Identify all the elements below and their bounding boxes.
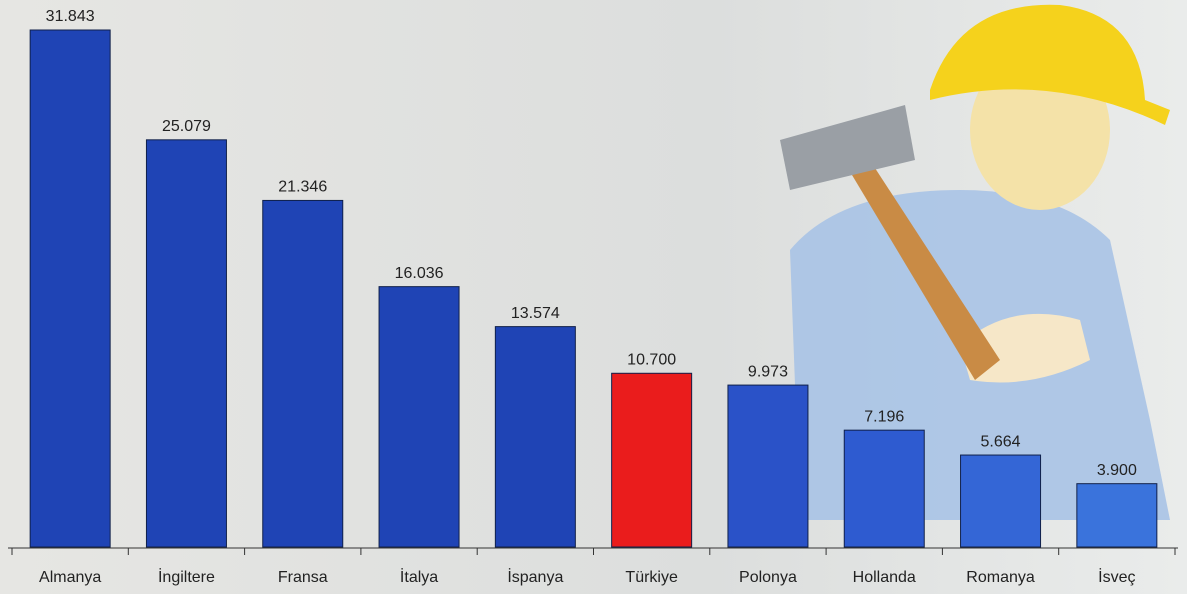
x-tick-label: İtalya bbox=[400, 567, 438, 586]
x-tick-label: Almanya bbox=[39, 569, 101, 586]
value-label: 3.900 bbox=[1097, 462, 1137, 479]
value-label: 16.036 bbox=[395, 265, 444, 282]
x-tick-label: İspanya bbox=[507, 567, 563, 586]
value-label: 10.700 bbox=[627, 351, 676, 368]
bar bbox=[262, 199, 344, 548]
x-tick-label: İsveç bbox=[1098, 567, 1135, 586]
bar bbox=[1076, 483, 1158, 548]
x-tick-label: İngiltere bbox=[158, 567, 215, 586]
bar bbox=[29, 29, 111, 548]
bar bbox=[843, 429, 925, 548]
x-tick-label: Romanya bbox=[966, 569, 1035, 586]
x-tick-label: Fransa bbox=[278, 569, 328, 586]
value-label: 7.196 bbox=[864, 408, 904, 425]
bar bbox=[494, 326, 576, 548]
value-label: 13.574 bbox=[511, 305, 560, 322]
bar bbox=[378, 286, 460, 548]
value-label: 9.973 bbox=[748, 363, 788, 380]
x-tick-label: Polonya bbox=[739, 569, 797, 586]
bar bbox=[611, 372, 693, 548]
value-label: 25.079 bbox=[162, 118, 211, 135]
value-label: 31.843 bbox=[46, 8, 95, 25]
bar bbox=[727, 384, 809, 548]
bar bbox=[145, 139, 227, 548]
x-tick-label: Hollanda bbox=[853, 569, 916, 586]
x-tick-label: Türkiye bbox=[625, 569, 678, 586]
bar bbox=[960, 454, 1042, 548]
value-label: 5.664 bbox=[981, 433, 1021, 450]
value-label: 21.346 bbox=[278, 179, 327, 196]
